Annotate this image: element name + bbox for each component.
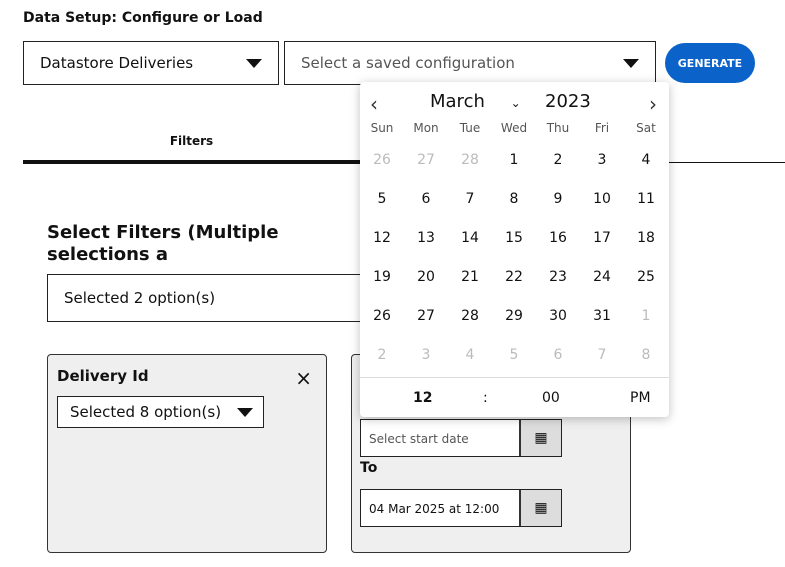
other-month-day[interactable]: 26 — [373, 151, 391, 168]
calendar-day[interactable]: 21 — [461, 268, 479, 285]
delivery-id-filter-card: Delivery Id × Selected 8 option(s) — [47, 354, 327, 553]
calendar-day[interactable]: 23 — [549, 268, 567, 285]
weekday-label: Sun — [370, 121, 394, 135]
caret-down-icon — [237, 407, 253, 417]
calendar-day[interactable]: 16 — [549, 229, 567, 246]
page-title: Data Setup: Configure or Load — [23, 10, 263, 26]
datastore-value: Datastore Deliveries — [40, 54, 194, 72]
weekday-label: Thu — [546, 121, 570, 135]
start-date-placeholder: Select start date — [361, 420, 521, 456]
other-month-day[interactable]: 7 — [597, 346, 607, 363]
calendar-day[interactable]: 30 — [549, 307, 567, 324]
end-date-input[interactable]: 04 Mar 2025 at 12:00 ▦ — [360, 489, 562, 527]
calendar-week: 19 20 21 22 23 24 25 — [360, 257, 669, 296]
other-month-day[interactable]: 2 — [377, 346, 387, 363]
chevron-down-icon: ⌄ — [510, 96, 521, 110]
time-separator: : — [483, 390, 488, 406]
tab-filters[interactable]: Filters — [169, 134, 214, 148]
calendar-icon[interactable]: ▦ — [521, 490, 561, 526]
calendar-day[interactable]: 25 — [637, 268, 655, 285]
weekday-label: Mon — [413, 121, 439, 135]
calendar-day[interactable]: 19 — [373, 268, 391, 285]
to-label: To — [360, 460, 378, 476]
saved-config-dropdown[interactable]: Select a saved configuration — [284, 41, 656, 85]
datastore-dropdown[interactable]: Datastore Deliveries — [23, 41, 279, 85]
calendar-week: 26 27 28 29 30 31 1 — [360, 296, 669, 335]
other-month-day[interactable]: 4 — [465, 346, 475, 363]
calendar-day[interactable]: 17 — [593, 229, 611, 246]
calendar-week: 5 6 7 8 9 10 11 — [360, 179, 669, 218]
calendar-day[interactable]: 15 — [505, 229, 523, 246]
calendar-day[interactable]: 6 — [421, 190, 431, 207]
next-month-icon[interactable]: › — [649, 92, 657, 116]
caret-down-icon — [246, 58, 262, 68]
start-date-input[interactable]: Select start date ▦ — [360, 419, 562, 457]
other-month-day[interactable]: 1 — [641, 307, 651, 324]
weekday-label: Fri — [594, 121, 610, 135]
calendar-day[interactable]: 10 — [593, 190, 611, 207]
calendar-week: 12 13 14 15 16 17 18 — [360, 218, 669, 257]
calendar-day[interactable]: 12 — [373, 229, 391, 246]
active-tab-indicator — [23, 160, 360, 164]
month-select[interactable]: March ⌄ — [430, 91, 521, 112]
calendar-day[interactable]: 26 — [373, 307, 391, 324]
calendar-day[interactable]: 13 — [417, 229, 435, 246]
filter-label: Delivery Id — [57, 367, 149, 385]
calendar-day[interactable]: 29 — [505, 307, 523, 324]
calendar-day[interactable]: 31 — [593, 307, 611, 324]
other-month-day[interactable]: 5 — [509, 346, 519, 363]
calendar-week: 26 27 28 1 2 3 4 — [360, 140, 669, 179]
select-value: Selected 8 option(s) — [70, 403, 222, 421]
calendar-day[interactable]: 24 — [593, 268, 611, 285]
calendar-day[interactable]: 4 — [641, 151, 651, 168]
calendar-day[interactable]: 7 — [465, 190, 475, 207]
calendar-day[interactable]: 1 — [509, 151, 519, 168]
date-picker-popup: ‹ March ⌄ 2023 › Sun Mon Tue Wed Thu Fri Sat 26… — [360, 82, 669, 417]
calendar-icon[interactable]: ▦ — [521, 420, 561, 456]
hour-input[interactable]: 12 — [413, 390, 433, 406]
calendar-grid: Sun Mon Tue Wed Thu Fri Sat 26 27 28 1 2 3 4 5 6 7 8 9 10 11… — [360, 116, 669, 374]
prev-month-icon[interactable]: ‹ — [370, 92, 378, 116]
calendar-day[interactable]: 27 — [417, 307, 435, 324]
filter-multiselect[interactable]: Selected 2 option(s) — [47, 274, 377, 322]
year-input[interactable]: 2023 — [545, 91, 591, 112]
calendar-day[interactable]: 3 — [597, 151, 607, 168]
config-placeholder: Select a saved configuration — [301, 54, 515, 72]
other-month-day[interactable]: 28 — [461, 151, 479, 168]
other-month-day[interactable]: 8 — [641, 346, 651, 363]
delivery-id-select[interactable]: Selected 8 option(s) — [57, 396, 264, 428]
calendar-day[interactable]: 14 — [461, 229, 479, 246]
calendar-day[interactable]: 28 — [461, 307, 479, 324]
other-month-day[interactable]: 6 — [553, 346, 563, 363]
month-value: March — [430, 91, 485, 112]
other-month-day[interactable]: 27 — [417, 151, 435, 168]
weekday-label: Tue — [459, 121, 481, 135]
weekday-header: Sun Mon Tue Wed Thu Fri Sat — [360, 116, 669, 140]
calendar-day[interactable]: 20 — [417, 268, 435, 285]
calendar-day[interactable]: 18 — [637, 229, 655, 246]
minute-input[interactable]: 00 — [542, 390, 560, 406]
time-picker: 12 : 00 PM — [360, 377, 669, 417]
end-date-value: 04 Mar 2025 at 12:00 — [361, 490, 521, 526]
ampm-toggle[interactable]: PM — [630, 390, 651, 406]
close-icon[interactable]: × — [295, 366, 312, 390]
calendar-day[interactable]: 9 — [553, 190, 563, 207]
calendar-day[interactable]: 22 — [505, 268, 523, 285]
filters-heading: Select Filters (Multiple selections a — [47, 222, 279, 265]
calendar-week: 2 3 4 5 6 7 8 — [360, 335, 669, 374]
weekday-label: Wed — [500, 121, 528, 135]
calendar-day[interactable]: 8 — [509, 190, 519, 207]
weekday-label: Sat — [636, 121, 656, 135]
calendar-day[interactable]: 11 — [637, 190, 655, 207]
other-month-day[interactable]: 3 — [421, 346, 431, 363]
calendar-day[interactable]: 5 — [377, 190, 387, 207]
generate-button[interactable]: GENERATE — [665, 43, 755, 83]
caret-down-icon — [623, 58, 639, 68]
calendar-day[interactable]: 2 — [553, 151, 563, 168]
